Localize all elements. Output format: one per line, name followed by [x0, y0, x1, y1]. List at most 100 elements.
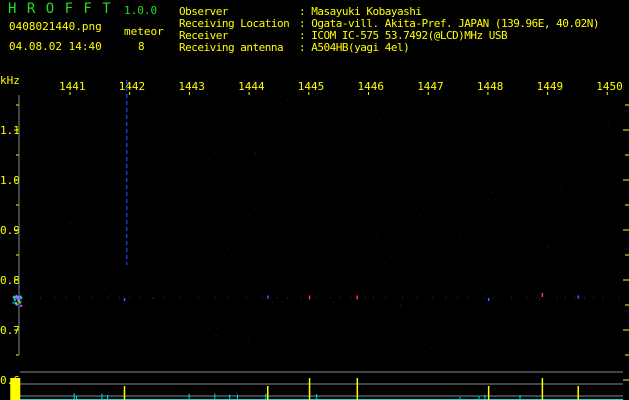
noise-dot	[38, 308, 39, 309]
noise-dot	[248, 342, 249, 343]
noise-dot	[348, 121, 349, 122]
noise-dot	[565, 234, 566, 235]
noise-dot	[402, 200, 403, 201]
noise-dot	[82, 119, 83, 120]
noise-dot	[325, 215, 326, 216]
noise-dot	[189, 269, 190, 270]
echo-mark	[542, 293, 544, 297]
noise-dot	[437, 313, 438, 314]
noise-dot	[500, 280, 501, 281]
noise-dot	[409, 208, 410, 209]
noise-dot	[272, 302, 273, 303]
noise-dot	[308, 140, 309, 141]
noise-dot	[236, 256, 237, 257]
noise-dot	[267, 174, 268, 175]
carrier-dot	[575, 298, 576, 299]
carrier-dot	[301, 298, 302, 299]
noise-dot	[49, 289, 50, 290]
noise-dot	[70, 222, 71, 223]
noise-dot	[597, 277, 598, 278]
noise-dot	[499, 164, 500, 165]
noise-dot	[214, 140, 215, 141]
carrier-dot	[40, 298, 41, 299]
noise-dot	[485, 139, 486, 140]
echo-pixel	[15, 298, 17, 300]
carrier-dot	[493, 298, 494, 299]
noise-dot	[456, 222, 457, 223]
x-tick-label: 1447	[417, 80, 444, 93]
noise-bar	[229, 395, 230, 400]
carrier-dot	[618, 298, 619, 299]
noise-dot	[435, 327, 436, 328]
noise-dot	[147, 246, 148, 247]
x-tick-label: 1446	[358, 80, 385, 93]
noise-dot	[217, 335, 218, 336]
noise-dot	[620, 272, 621, 273]
noise-dot	[345, 126, 346, 127]
noise-dot	[168, 148, 169, 149]
noise-dot	[473, 145, 474, 146]
noise-dot	[365, 181, 366, 182]
x-tick-label: 1443	[178, 80, 205, 93]
noise-dot	[250, 146, 251, 147]
noise-dot	[369, 322, 370, 323]
noise-dot	[489, 199, 490, 200]
carrier-dot	[539, 298, 540, 299]
carrier-dot	[565, 298, 566, 299]
noise-dot	[473, 249, 474, 250]
noise-dot	[533, 290, 534, 291]
noise-dot	[293, 250, 294, 251]
noise-bar	[520, 395, 521, 400]
noise-dot	[426, 98, 427, 99]
carrier-dot	[385, 298, 386, 299]
noise-dot	[40, 275, 41, 276]
echo-bar	[357, 378, 359, 400]
noise-bar	[107, 395, 108, 400]
echo-bar	[124, 386, 126, 400]
noise-dot	[281, 102, 282, 103]
echo-bar	[10, 378, 20, 400]
carrier-dot	[365, 298, 366, 299]
noise-dot	[227, 125, 228, 126]
noise-dot	[480, 288, 481, 289]
noise-dot	[404, 144, 405, 145]
noise-dot	[492, 192, 493, 193]
noise-dot	[50, 195, 51, 196]
noise-dot	[147, 232, 148, 233]
noise-dot	[154, 298, 155, 299]
noise-dot	[138, 290, 139, 291]
noise-dot	[143, 332, 144, 333]
noise-dot	[47, 193, 48, 194]
noise-dot	[234, 160, 235, 161]
noise-dot	[193, 169, 194, 170]
carrier-dot	[526, 298, 527, 299]
noise-dot	[196, 193, 197, 194]
x-tick-label: 1445	[298, 80, 325, 93]
noise-dot	[528, 337, 529, 338]
noise-dot	[459, 220, 460, 221]
noise-dot	[96, 178, 97, 179]
noise-dot	[254, 283, 255, 284]
noise-dot	[234, 293, 235, 294]
noise-dot	[213, 293, 214, 294]
noise-dot	[608, 124, 609, 125]
noise-dot	[120, 146, 121, 147]
noise-dot	[412, 187, 413, 188]
spectrogram: 1441 1442 1443 1444 1445 1446 1447 1448 1449 1450…	[0, 0, 629, 400]
noise-dot	[301, 133, 302, 134]
noise-dot	[498, 178, 499, 179]
carrier-dot	[432, 298, 433, 299]
noise-dot	[473, 204, 474, 205]
noise-dot	[131, 278, 132, 279]
noise-dot	[532, 179, 533, 180]
noise-dot	[261, 271, 262, 272]
carrier-dot	[350, 298, 351, 299]
noise-dot	[505, 307, 506, 308]
noise-dot	[399, 306, 400, 307]
carrier-dot	[416, 298, 417, 299]
noise-dot	[109, 259, 110, 260]
noise-dot	[214, 242, 215, 243]
noise-dot	[242, 323, 243, 324]
carrier-dot	[315, 298, 316, 299]
noise-dot	[272, 170, 273, 171]
